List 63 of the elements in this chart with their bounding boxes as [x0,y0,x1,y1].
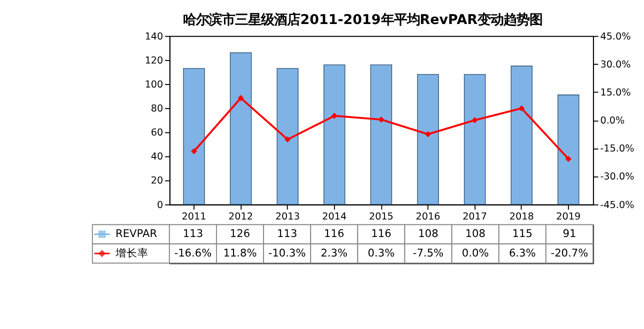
x-tick-label: 2016 [416,211,440,222]
x-tick-label: 2014 [322,211,347,222]
bar [510,66,532,205]
data-label: 108 [418,228,438,240]
y-tick-label: 20 [150,176,164,187]
point [378,116,384,123]
bar [464,74,486,205]
data-label: 115 [512,228,532,240]
chart-title: 哈尔滨市三星级酒店2011-2019年平均RevPAR变动趋势图 [183,12,542,28]
y2-tick-label: 0.0% [600,116,625,127]
y-tick-label: 120 [144,55,164,66]
data-label: 2.3% [320,247,348,260]
point [331,112,338,119]
data-label: 11.8% [223,247,257,260]
data-label: -20.7% [550,247,588,260]
data-label: 126 [230,228,250,240]
y-tick-label: 0 [157,200,164,211]
point [565,156,572,162]
point [284,136,291,142]
data-label: -7.5% [412,247,444,260]
data-label: -16.6% [174,247,212,260]
legend-label: 增长率 [114,246,149,260]
y2-tick-label: -45.0% [600,200,634,211]
data-label: 116 [371,228,392,240]
x-tick-label: 2015 [368,211,394,222]
y-tick-label: 40 [150,152,164,163]
bar [370,64,392,205]
y-tick-label: 60 [150,128,164,139]
y2-tick-label: 15.0% [600,87,631,98]
point [518,105,525,112]
data-label: 91 [562,228,576,240]
data-label: 0.0% [462,247,489,260]
x-tick-label: 2019 [556,211,581,222]
data-label: 108 [465,228,486,240]
y-tick-label: 140 [144,31,164,42]
bar [276,68,298,205]
x-tick-label: 2013 [275,211,300,222]
y2-tick-label: 30.0% [600,59,631,70]
bar [230,52,252,205]
y2-tick-label: -30.0% [600,172,634,183]
data-label: -10.3% [268,247,306,260]
bar [417,74,439,205]
x-tick-label: 2011 [182,211,206,222]
x-tick-label: 2012 [228,211,254,222]
data-label: 113 [276,228,298,240]
x-tick-label: 2017 [462,211,488,222]
point [238,95,244,102]
y-tick-label: 100 [144,79,164,90]
bar [324,64,346,205]
bar [183,68,205,205]
data-label: 6.3% [508,247,536,260]
x-tick-label: 2018 [509,211,534,222]
point [424,131,432,138]
data-label: 0.3% [368,247,395,260]
data-label: 113 [182,228,204,240]
legend-label: REVPAR [116,228,158,240]
y2-tick-label: -15.0% [600,144,634,155]
y-tick-label: 80 [150,103,164,114]
bar [558,94,580,205]
y2-tick-label: 45.0% [600,31,631,42]
data-label: 116 [324,228,344,240]
point [472,117,478,124]
point [190,148,198,154]
